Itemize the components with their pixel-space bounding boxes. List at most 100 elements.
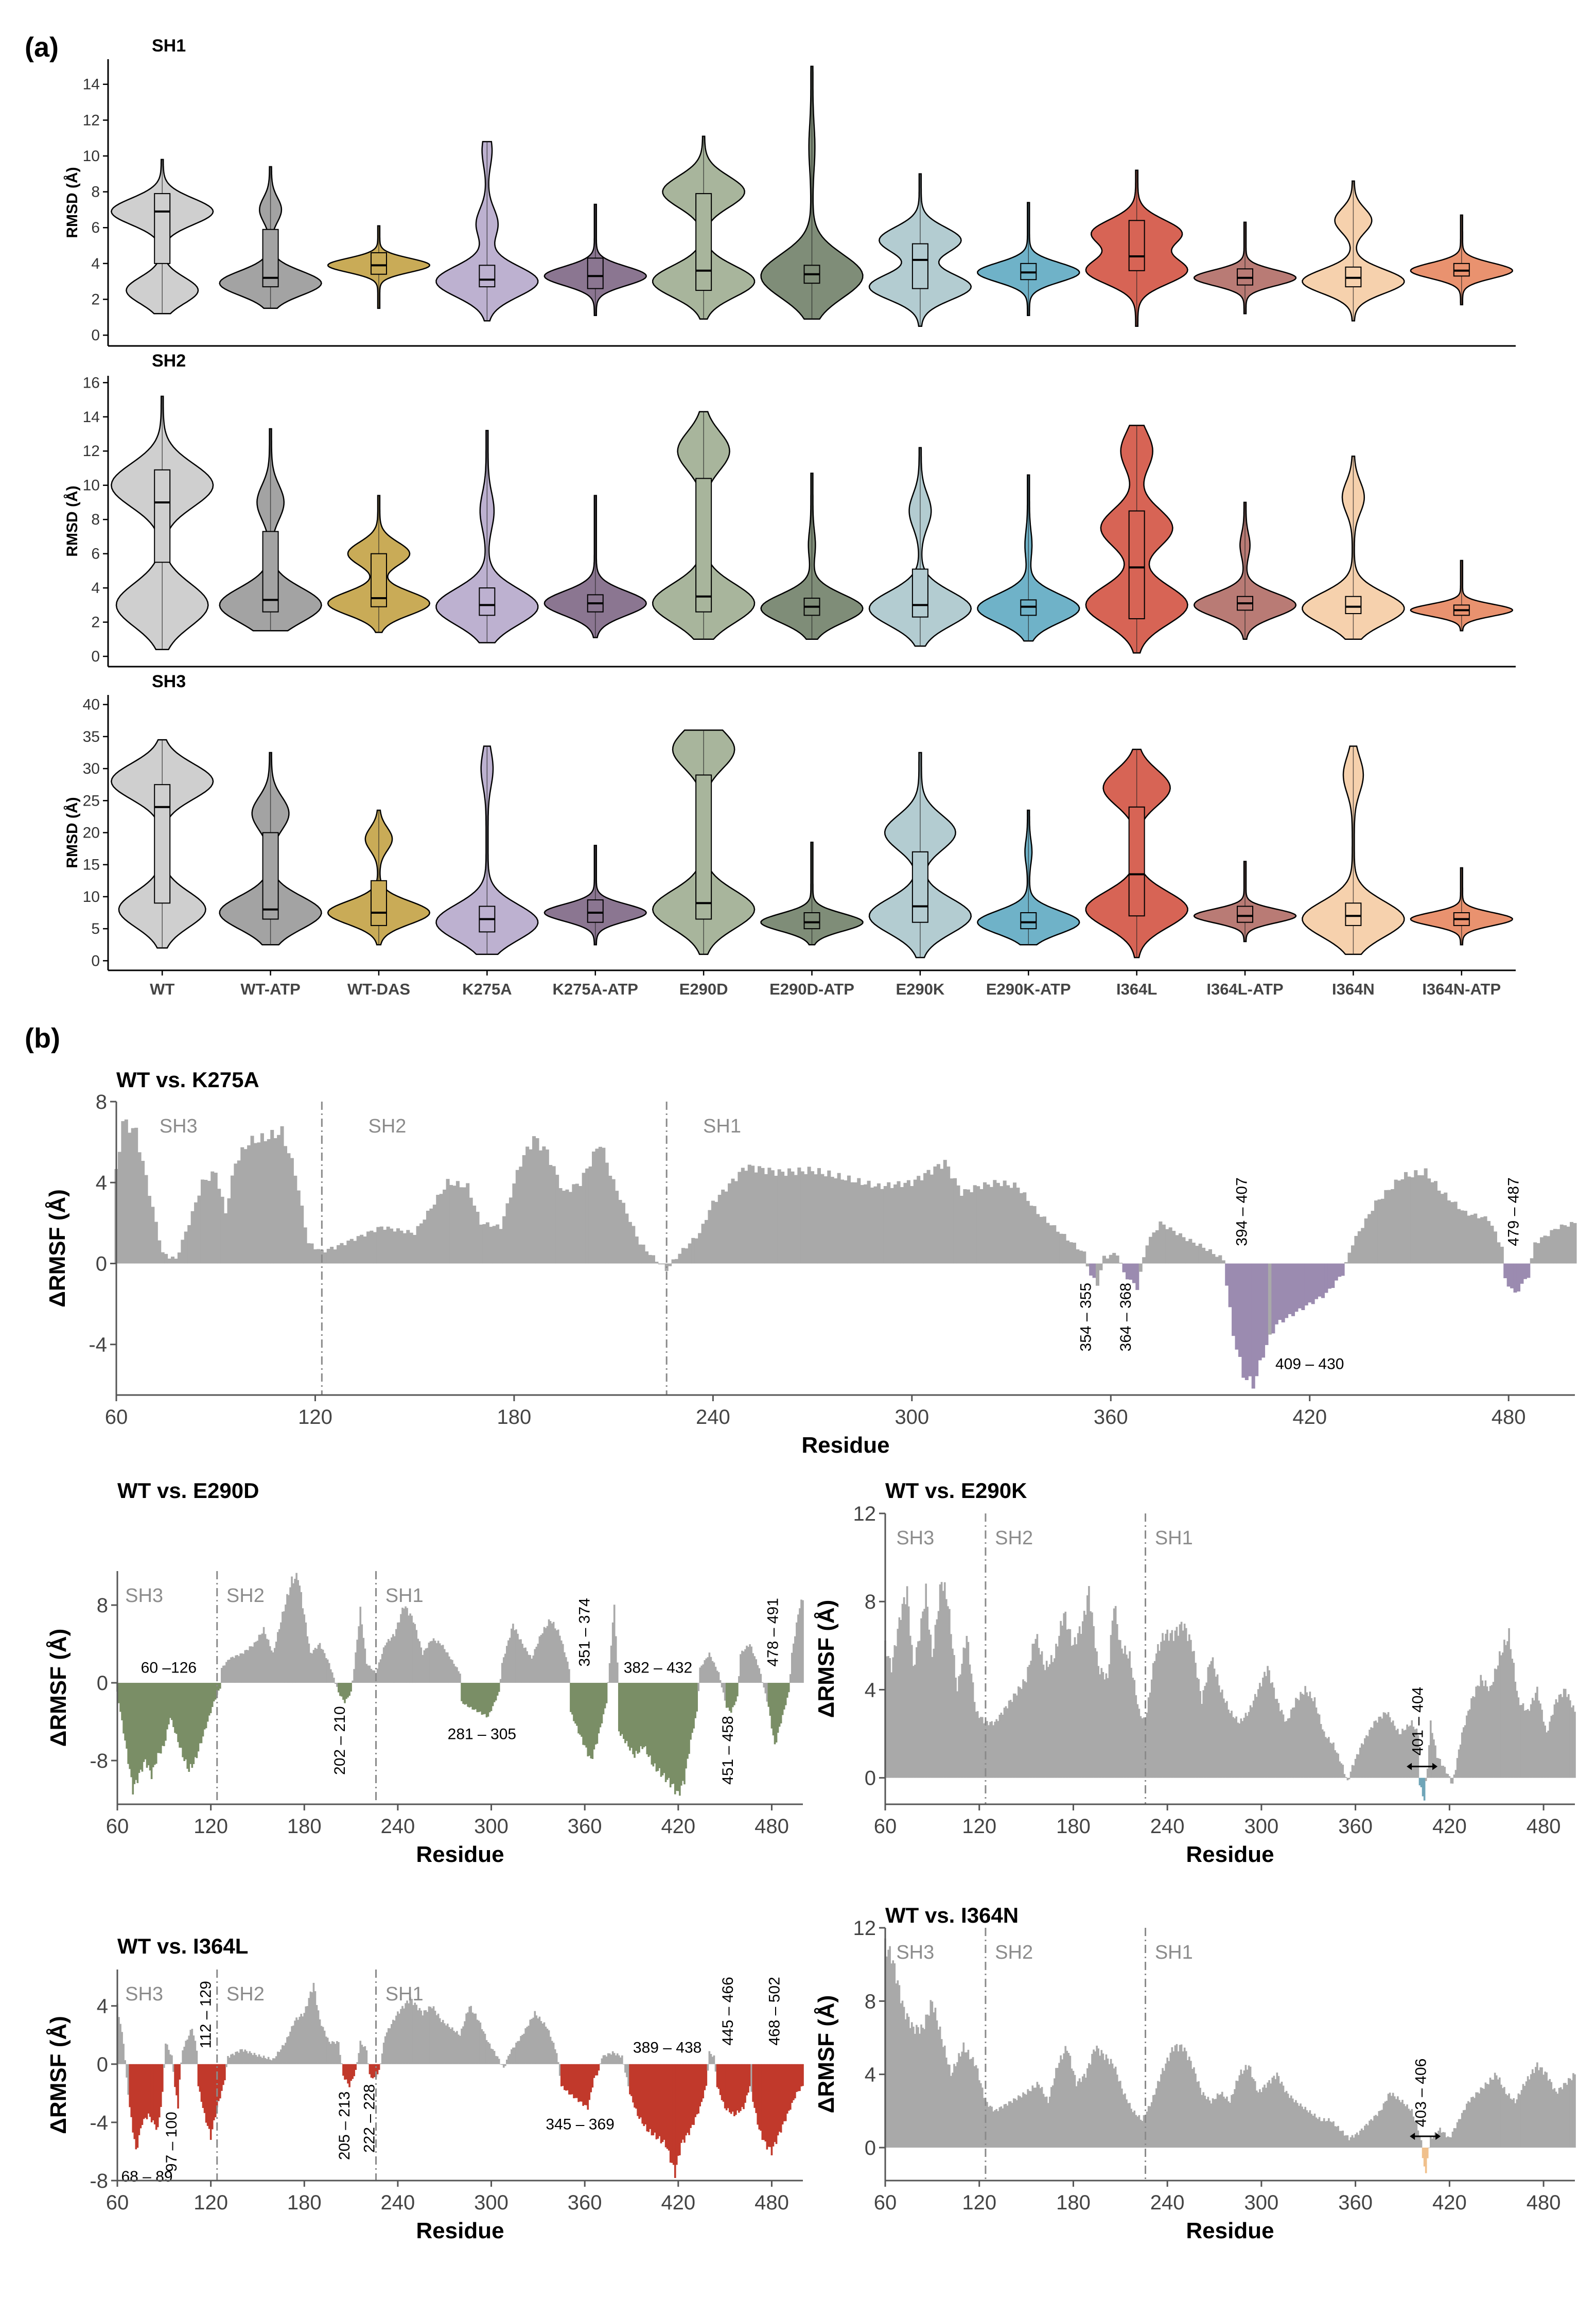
bar-residue-313	[953, 1178, 957, 1264]
bar-residue-363	[1359, 2131, 1361, 2148]
bar-residue-423	[1453, 1774, 1455, 1778]
bar-residue-432	[696, 1683, 698, 1712]
bar-residue-385	[1393, 1726, 1396, 1778]
bar-residue-239	[395, 1629, 397, 1683]
bar-residue-344	[1056, 1231, 1060, 1264]
bar-residue-475	[763, 1683, 765, 1688]
bar-residue-109	[192, 1683, 195, 1764]
bar-residue-307	[501, 1663, 503, 1683]
bar-residue-125	[986, 2102, 988, 2148]
bar-residue-164	[278, 2052, 280, 2064]
bar-residue-348	[1336, 2127, 1338, 2148]
bar-residue-133	[230, 2054, 232, 2064]
y-tick-label: 25	[83, 792, 100, 809]
bar-residue-196	[565, 1189, 569, 1264]
bar-residue-442	[1483, 1686, 1485, 1778]
bar-residue-337	[548, 2030, 550, 2064]
bar-residue-175	[295, 2017, 297, 2064]
bar-residue-140	[1009, 2101, 1012, 2148]
bar-residue-207	[345, 2064, 347, 2080]
bar-residue-159	[270, 1650, 273, 1683]
bar-residue-126	[988, 2106, 990, 2148]
bar-residue-190	[545, 1149, 549, 1264]
bar-residue-291	[476, 1683, 479, 1713]
bar-residue-154	[1031, 2085, 1034, 2148]
bar-residue-140	[1009, 1700, 1012, 1778]
bar-residue-499	[800, 1599, 802, 1683]
bar-residue-296	[1254, 1694, 1256, 1778]
bar-residue-430	[693, 1683, 695, 1729]
bar-residue-177	[299, 1585, 301, 1683]
bar-residue-62	[887, 1949, 889, 2148]
bar-residue-362	[1357, 1754, 1360, 1778]
bar-residue-214	[1126, 1654, 1128, 1778]
bar-residue-229	[379, 1659, 382, 1683]
x-tick-label: 180	[497, 1406, 532, 1428]
bar-residue-210	[1119, 2081, 1121, 2148]
bar-residue-155	[264, 2058, 267, 2064]
x-tick-label: 360	[568, 1815, 602, 1838]
bar-residue-417	[1444, 2132, 1446, 2148]
bar-residue-311	[1277, 2076, 1280, 2148]
bar-residue-247	[408, 1615, 410, 1683]
bar-residue-456	[1505, 2094, 1507, 2148]
domain-label-sh3: SH3	[160, 1116, 198, 1137]
bar-residue-370	[599, 2063, 602, 2064]
bar-residue-203	[1108, 2064, 1111, 2148]
bar-residue-263	[432, 1638, 435, 1683]
bar-residue-299	[1259, 2089, 1261, 2148]
bar-residue-172	[291, 2026, 293, 2064]
box-e290k-atp	[1020, 912, 1037, 930]
bar-residue-432	[1467, 1711, 1469, 1778]
bar-residue-347	[1334, 1750, 1336, 1778]
bar-residue-155	[1033, 1643, 1036, 1778]
bar-residue-340	[1323, 1731, 1325, 1778]
bar-residue-123	[323, 1252, 327, 1264]
bar-residue-498	[1571, 1707, 1573, 1778]
bar-residue-119	[208, 1683, 211, 1716]
bar-residue-341	[554, 1628, 556, 1683]
bar-residue-269	[442, 1645, 444, 1683]
bar-residue-189	[317, 2010, 320, 2064]
bar-residue-251	[1183, 1624, 1186, 1778]
bar-residue-235	[389, 1641, 391, 1683]
bar-residue-293	[479, 1683, 482, 1712]
bar-residue-402	[649, 2064, 652, 2129]
x-tick-label: 420	[661, 1815, 695, 1838]
bar-residue-227	[376, 1668, 379, 1683]
bar-residue-240	[397, 1622, 399, 1683]
bar-residue-360	[584, 2064, 586, 2105]
bar-residue-201	[336, 1683, 338, 1687]
bar-residue-74	[161, 1252, 165, 1264]
bar-residue-144	[247, 1650, 250, 1683]
bar-residue-417	[1444, 1767, 1446, 1778]
bar-residue-83	[152, 2064, 154, 2121]
bar-residue-138	[238, 2052, 240, 2064]
bar-residue-429	[691, 1683, 693, 1733]
bar-residue-351	[1079, 1250, 1083, 1264]
bar-residue-86	[925, 1583, 927, 1778]
bar-residue-484	[777, 1683, 779, 1733]
bar-residue-302	[493, 2051, 496, 2064]
bar-residue-453	[1500, 2084, 1502, 2148]
bar-residue-153	[1030, 1661, 1032, 1778]
bar-residue-269	[1212, 2098, 1214, 2148]
bar-residue-346	[562, 2064, 564, 2086]
bar-residue-220	[365, 2050, 368, 2064]
bar-residue-156	[1034, 1639, 1037, 1778]
bar-residue-345	[1331, 1744, 1333, 1778]
bar-residue-470	[1474, 1213, 1478, 1264]
bar-residue-234	[387, 1639, 390, 1683]
box-i364l-atp	[1237, 905, 1254, 923]
region-label-409-430: 409 – 430	[1275, 1356, 1344, 1373]
y-tick-label: 30	[83, 760, 100, 777]
box-e290d	[695, 478, 712, 613]
bar-residue-472	[1530, 1704, 1532, 1778]
bar-residue-80	[147, 2064, 150, 2114]
bar-residue-257	[423, 1650, 426, 1683]
bar-residue-145	[249, 2051, 251, 2064]
bar-residue-111	[196, 1683, 198, 1758]
bar-residue-450	[1407, 1176, 1411, 1264]
x-axis-title: Residue	[416, 1842, 504, 1867]
bar-residue-429	[1462, 1727, 1465, 1778]
